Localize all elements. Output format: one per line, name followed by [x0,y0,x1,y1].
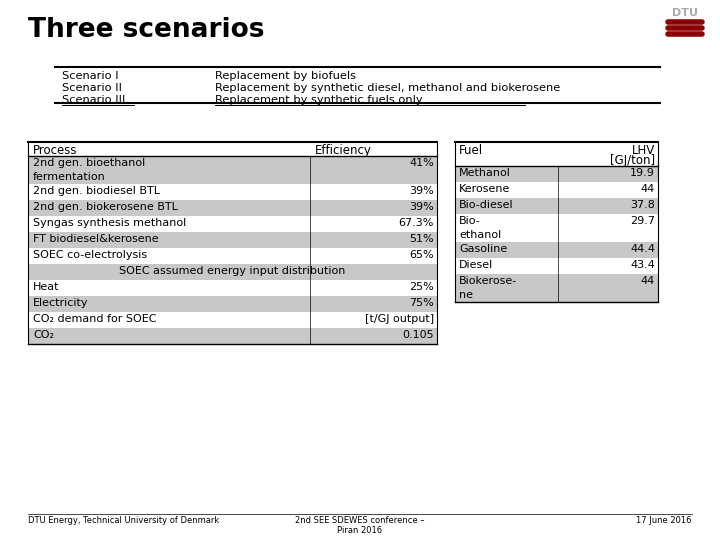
Text: SOEC co-electrolysis: SOEC co-electrolysis [33,250,147,260]
Text: Diesel: Diesel [459,260,493,270]
Bar [28,264,437,280]
Text: Bio-: Bio- [459,216,481,226]
Text: CO₂ demand for SOEC: CO₂ demand for SOEC [33,314,156,324]
Text: Electricity: Electricity [33,298,89,308]
Text: Efficiency: Efficiency [315,144,372,157]
Text: 67.3%: 67.3% [399,218,434,228]
Text: 39%: 39% [409,186,434,196]
Bar [28,296,437,312]
Text: 75%: 75% [409,298,434,308]
Text: DTU: DTU [672,8,698,18]
Bar [28,232,437,248]
Text: 65%: 65% [410,250,434,260]
Text: fermentation: fermentation [33,172,106,182]
Text: 29.7: 29.7 [630,216,655,226]
Text: Scenario II: Scenario II [62,83,122,93]
Text: 37.8: 37.8 [630,200,655,210]
Text: Kerosene: Kerosene [459,184,510,194]
Text: 25%: 25% [409,282,434,292]
Text: 44: 44 [641,184,655,194]
Text: 2nd SEE SDEWES conference –
Piran 2016: 2nd SEE SDEWES conference – Piran 2016 [295,516,425,535]
Text: CO₂: CO₂ [33,330,54,340]
Text: 17 June 2016: 17 June 2016 [636,516,692,525]
Text: 2nd gen. biodiesel BTL: 2nd gen. biodiesel BTL [33,186,160,196]
Bar [455,198,658,214]
Text: 43.4: 43.4 [630,260,655,270]
Text: 2nd gen. biokerosene BTL: 2nd gen. biokerosene BTL [33,202,178,212]
Text: Syngas synthesis methanol: Syngas synthesis methanol [33,218,186,228]
Text: Scenario I: Scenario I [62,71,119,81]
Text: ne: ne [459,290,473,300]
Text: Replacement by biofuels: Replacement by biofuels [215,71,356,81]
Text: [GJ/ton]: [GJ/ton] [610,154,655,167]
Text: Heat: Heat [33,282,60,292]
Text: DTU Energy, Technical University of Denmark: DTU Energy, Technical University of Denm… [28,516,220,525]
Bar [455,166,658,182]
Text: 44: 44 [641,276,655,286]
Text: Fuel: Fuel [459,144,483,157]
Text: Biokerose-: Biokerose- [459,276,517,286]
Text: 51%: 51% [410,234,434,244]
Text: LHV: LHV [631,144,655,157]
Text: Bio-diesel: Bio-diesel [459,200,513,210]
Text: [t/GJ output]: [t/GJ output] [365,314,434,324]
Text: 2nd gen. bioethanol: 2nd gen. bioethanol [33,158,145,168]
Text: 39%: 39% [409,202,434,212]
Bar [28,200,437,216]
Text: SOEC assumed energy input distribution: SOEC assumed energy input distribution [120,266,346,276]
Bar [28,156,437,184]
Text: 41%: 41% [409,158,434,168]
Bar [28,328,437,344]
Bar [455,274,658,302]
Text: 0.105: 0.105 [402,330,434,340]
Text: FT biodiesel&kerosene: FT biodiesel&kerosene [33,234,158,244]
Text: Methanol: Methanol [459,168,511,178]
Text: 44.4: 44.4 [630,244,655,254]
Text: Scenario III: Scenario III [62,95,125,105]
Text: Three scenarios: Three scenarios [28,17,264,43]
Text: Replacement by synthetic fuels only: Replacement by synthetic fuels only [215,95,423,105]
Text: ethanol: ethanol [459,230,501,240]
Bar [455,242,658,258]
Text: Replacement by synthetic diesel, methanol and biokerosene: Replacement by synthetic diesel, methano… [215,83,560,93]
Text: Process: Process [33,144,78,157]
Text: 19.9: 19.9 [630,168,655,178]
Text: Gasoline: Gasoline [459,244,508,254]
